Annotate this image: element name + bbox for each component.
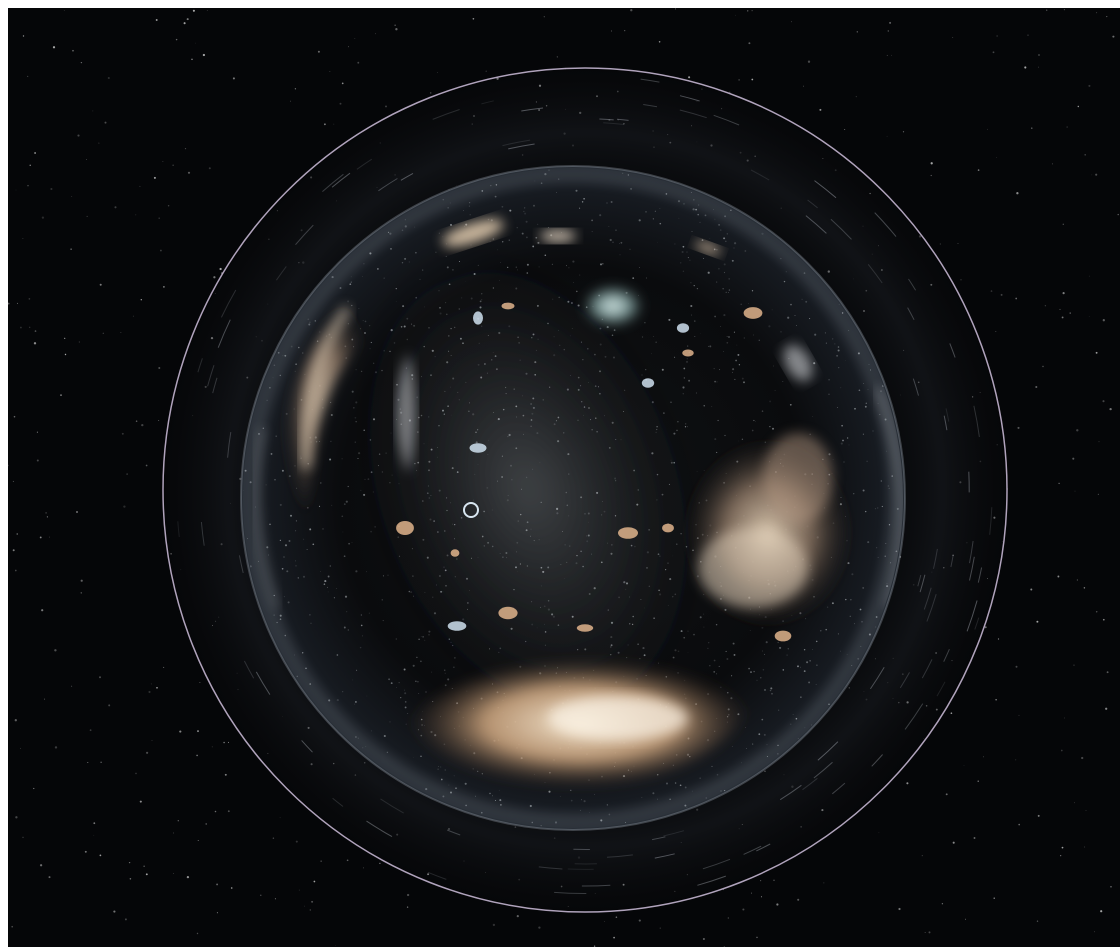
cyan-nebula xyxy=(581,284,645,328)
wormhole-sphere xyxy=(240,165,906,831)
lensing-swirls xyxy=(177,78,993,895)
small-galaxies xyxy=(396,302,792,642)
ring-marker xyxy=(463,502,479,518)
outer-ring xyxy=(162,67,1008,913)
wormhole-image xyxy=(8,8,1120,947)
left-galaxy-arc xyxy=(282,293,375,536)
left-streak xyxy=(396,353,416,473)
